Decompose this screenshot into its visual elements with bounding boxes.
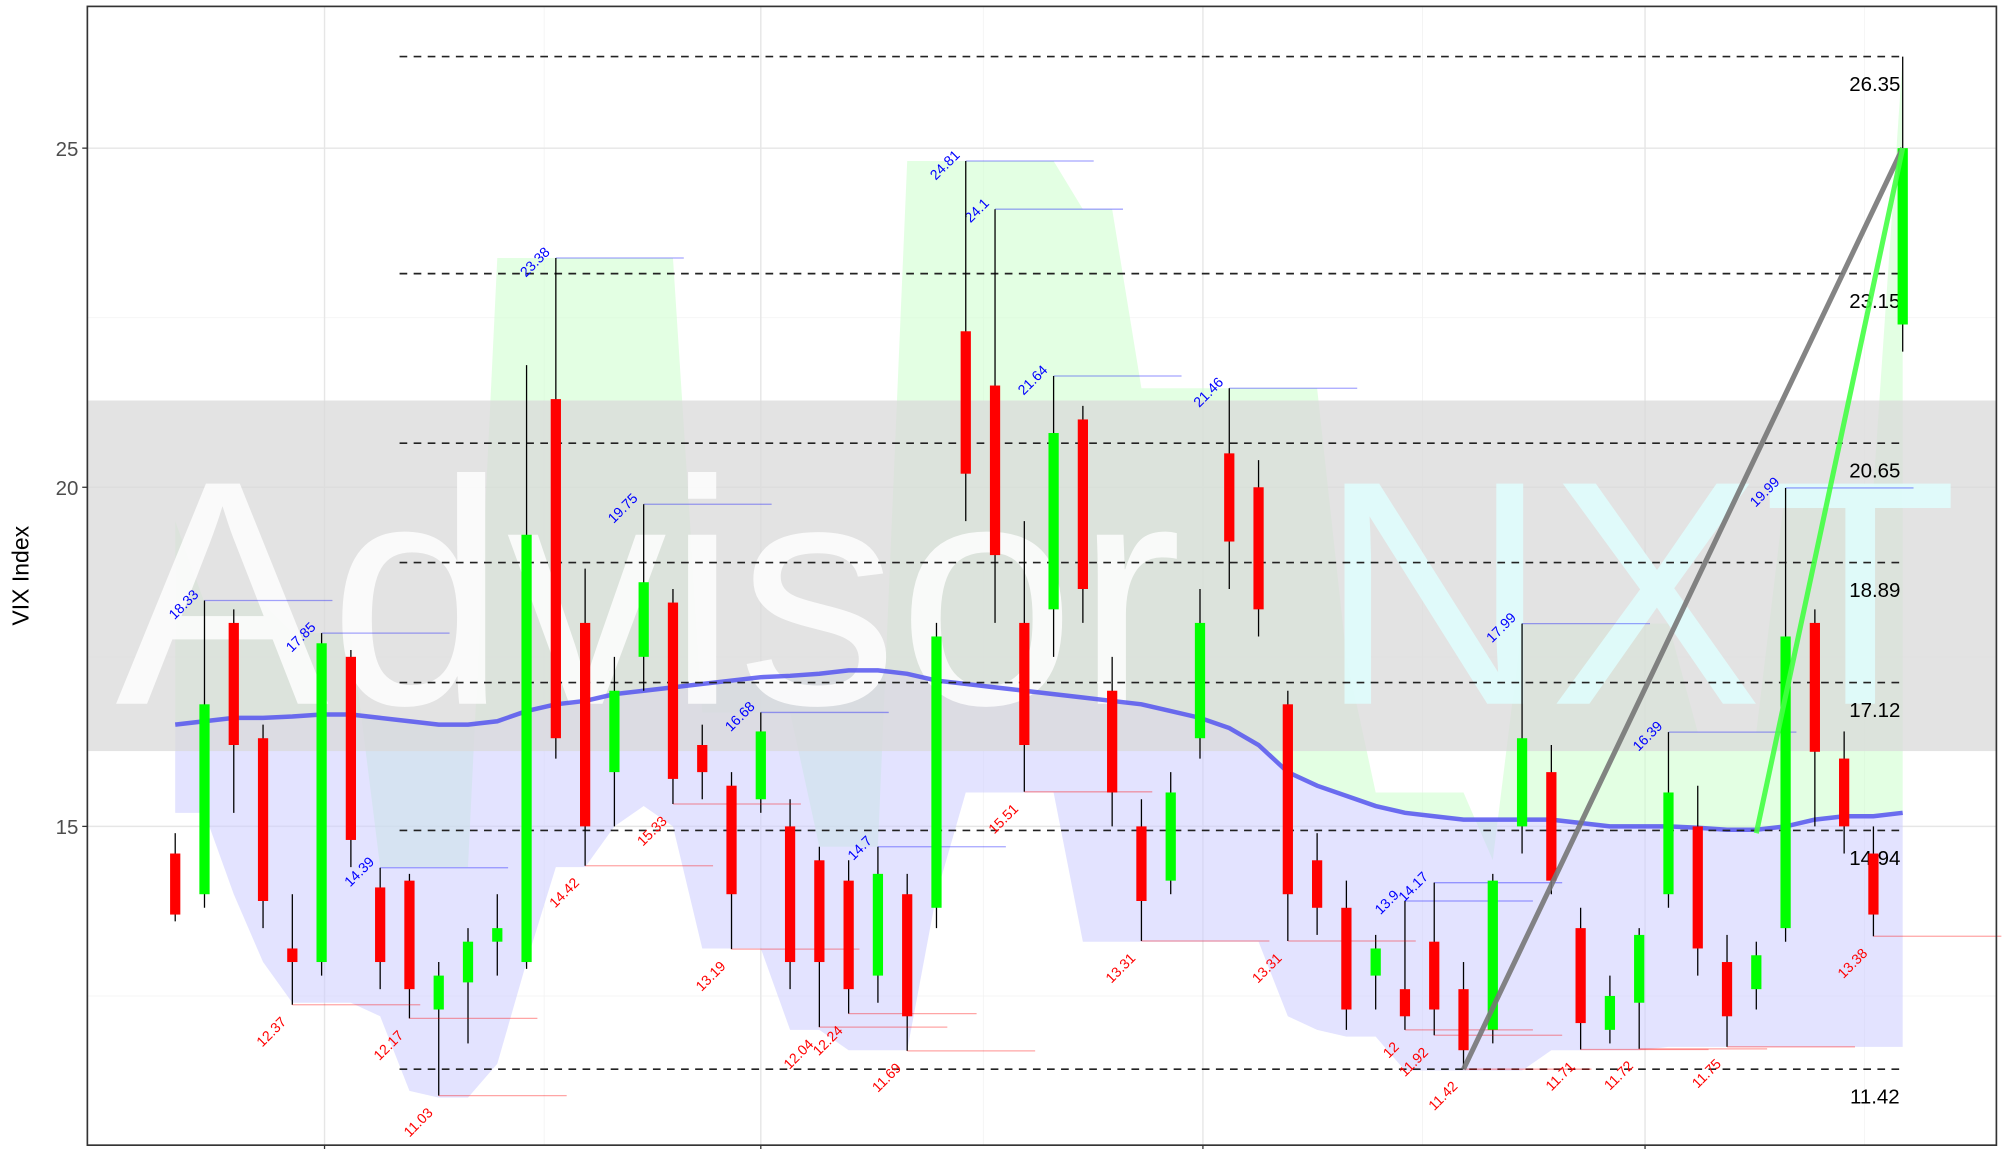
candle-body (1429, 941, 1440, 1010)
candle-body (1224, 453, 1235, 542)
candle-body (667, 602, 679, 779)
candle-body (960, 331, 971, 474)
candle-body (287, 948, 298, 963)
candle-body (726, 785, 737, 895)
candle-body (1048, 433, 1059, 610)
candle-body (1253, 487, 1264, 610)
candle-body (902, 894, 913, 1017)
level-label: 18.89 (1849, 579, 1900, 602)
candle-body (550, 399, 561, 739)
moving-average (174, 668, 1903, 833)
level-label: 20.65 (1849, 460, 1900, 483)
candle-body (1194, 622, 1206, 739)
candle-body (609, 690, 620, 773)
level-label: 23.15 (1849, 290, 1900, 313)
candle-body (697, 745, 708, 773)
candle-body (1575, 928, 1586, 1024)
candle-body (872, 873, 884, 976)
candle-body (1487, 880, 1498, 1030)
level-label: 17.12 (1849, 699, 1900, 722)
candle-body (228, 622, 239, 746)
candle-body (199, 704, 210, 895)
candle-body (1604, 995, 1616, 1030)
trend-line (1753, 147, 1906, 834)
y-axis-label: VIX Index (8, 525, 34, 625)
candle-body (1341, 907, 1352, 1010)
candle-body (257, 738, 269, 901)
candle-body (1809, 622, 1820, 752)
candle-body (1311, 860, 1323, 908)
candle-body (1692, 826, 1703, 949)
candle-body (1019, 622, 1030, 746)
candle-body (462, 941, 474, 983)
candle-body (1458, 989, 1469, 1051)
candle-body (1868, 853, 1879, 915)
candle-body (1546, 772, 1557, 881)
candle-body (1165, 792, 1176, 881)
candle-body (1077, 419, 1088, 590)
candle-body (784, 826, 796, 963)
candle-body (521, 534, 532, 963)
candle-body (1663, 792, 1674, 895)
lower-band (175, 670, 1903, 1098)
level-label: 11.42 (1850, 1086, 1900, 1109)
candle-body (316, 643, 327, 963)
plot-border (86, 5, 1998, 1146)
candle-body (1516, 738, 1528, 827)
candle-body (1634, 934, 1645, 1003)
trend-line (1461, 147, 1906, 1071)
candle-body (1751, 955, 1762, 990)
level-label: 26.35 (1849, 73, 1900, 96)
candle-body (433, 975, 444, 1010)
candle-body (1107, 690, 1118, 793)
candle-body (1897, 148, 1908, 325)
candle-body (931, 636, 942, 908)
candle-body (989, 385, 1001, 556)
candle-body (492, 928, 503, 942)
watermark: NXT (1318, 414, 1958, 772)
candle-body (814, 860, 825, 963)
candle-body (638, 582, 649, 657)
candle-body (1721, 962, 1733, 1017)
candle-body (1136, 826, 1147, 901)
y-tick-label: 20 (56, 477, 79, 500)
candle-body (375, 887, 386, 963)
candle-body (404, 880, 415, 990)
candle-body (1839, 758, 1850, 827)
candle-body (1282, 704, 1293, 895)
candle-body (345, 656, 357, 840)
candle-body (580, 622, 591, 827)
y-tick-label: 15 (56, 816, 79, 839)
candle-body (843, 880, 854, 990)
candle-body (755, 731, 766, 800)
candle-body (1370, 948, 1381, 976)
candle-body (170, 853, 181, 915)
watermark: Advisor (116, 414, 1183, 772)
y-tick-label: 25 (56, 138, 79, 161)
candle-body (1780, 636, 1791, 929)
candle-body (1399, 989, 1411, 1017)
